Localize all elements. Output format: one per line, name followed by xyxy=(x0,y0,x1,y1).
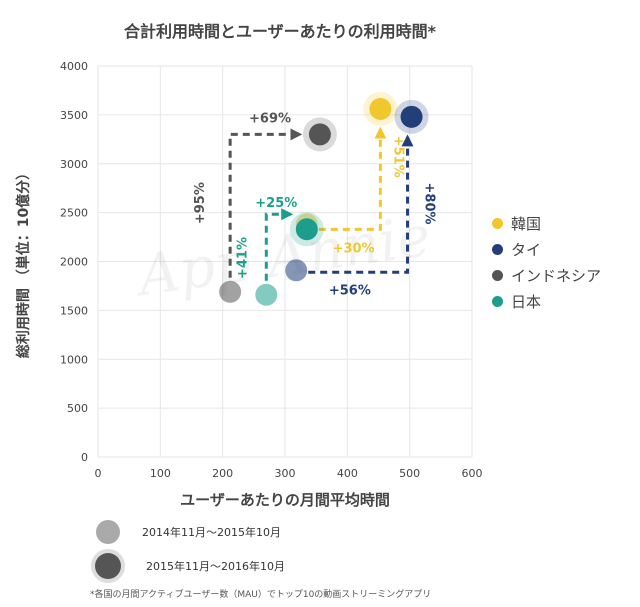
y-tick-label: 500 xyxy=(67,402,88,415)
y-tick-label: 1500 xyxy=(60,304,88,317)
period-label: 2015年11月～2016年10月 xyxy=(146,560,285,573)
legend-label: インドネシア xyxy=(511,266,602,285)
period-dot-2014 xyxy=(96,520,120,544)
x-tick-label: 0 xyxy=(95,467,102,480)
legend-dot xyxy=(492,269,503,281)
change-label-x: +30% xyxy=(333,241,375,256)
country-legend: 韓国 タイ インドネシア 日本 xyxy=(492,210,601,314)
change-label-x: +56% xyxy=(329,283,371,298)
change-label-y: +41% xyxy=(235,237,250,279)
change-label-y: +80% xyxy=(422,183,437,225)
x-tick-label: 400 xyxy=(337,467,358,480)
legend-dot xyxy=(492,217,503,229)
legend-item-indonesia: インドネシア xyxy=(492,262,601,288)
legend-item-korea: 韓国 xyxy=(492,210,601,236)
x-tick-label: 600 xyxy=(462,467,483,480)
footnote: *各国の月間アクティブユーザー数（MAU）でトップ10の動画ストリーミングアプリ xyxy=(90,590,432,600)
legend-item-thailand: タイ xyxy=(492,236,601,262)
watermark: App Annie xyxy=(130,204,435,310)
change-label-x: +69% xyxy=(249,111,291,126)
data-point-2015 xyxy=(295,218,318,241)
period-legend: 2014年11月～2015年10月 2015年11月～2016年10月 xyxy=(92,515,285,583)
x-tick-label: 200 xyxy=(212,467,233,480)
chart-title: 合計利用時間とユーザーあたりの利用時間* xyxy=(123,22,437,41)
change-label-y: +51% xyxy=(390,136,405,178)
x-tick-label: 300 xyxy=(275,467,296,480)
legend-label: 日本 xyxy=(511,292,542,311)
y-tick-label: 4000 xyxy=(60,60,88,73)
change-label-y: +95% xyxy=(193,182,208,224)
y-tick-label: 2000 xyxy=(60,256,88,269)
y-tick-label: 3000 xyxy=(60,158,88,171)
data-point-2014 xyxy=(285,259,308,282)
data-point-2015 xyxy=(400,105,423,128)
x-tick-label: 500 xyxy=(399,467,420,480)
y-tick-label: 2500 xyxy=(60,207,88,220)
change-label-x: +25% xyxy=(255,196,297,211)
y-tick-label: 3500 xyxy=(60,109,88,122)
legend-dot xyxy=(492,243,503,255)
data-point-2014 xyxy=(255,283,278,306)
period-legend-item: 2014年11月～2015年10月 xyxy=(92,515,285,549)
legend-item-japan: 日本 xyxy=(492,288,601,314)
y-tick-label: 1000 xyxy=(60,353,88,366)
data-point-2014 xyxy=(219,280,242,303)
change-arrow xyxy=(308,134,414,274)
x-axis-label: ユーザーあたりの月間平均時間 xyxy=(180,491,390,509)
period-label: 2014年11月～2015年10月 xyxy=(142,526,281,539)
data-point-2015 xyxy=(369,98,392,121)
legend-label: 韓国 xyxy=(511,214,542,233)
change-arrow xyxy=(318,126,387,231)
x-tick-label: 100 xyxy=(150,467,171,480)
y-tick-label: 0 xyxy=(81,451,88,464)
data-point-2015 xyxy=(308,123,331,146)
y-axis-label: 総利用時間 （単位：10億分） xyxy=(15,166,32,358)
period-dot-2015 xyxy=(95,553,121,579)
period-legend-item: 2015年11月～2016年10月 xyxy=(92,549,285,583)
legend-dot xyxy=(492,295,503,307)
change-arrow xyxy=(264,208,294,281)
legend-label: タイ xyxy=(511,240,542,259)
